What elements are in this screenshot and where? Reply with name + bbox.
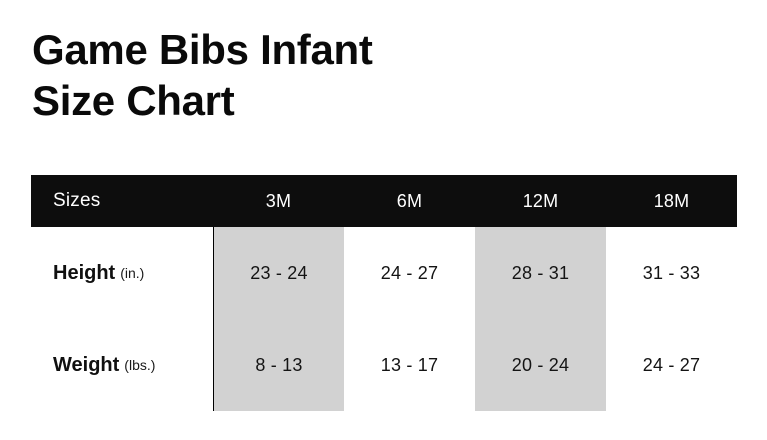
header-cell-sizes: Sizes bbox=[53, 190, 101, 211]
table-row-weight: Weight (lbs.) 8 - 13 13 - 17 20 - 24 24 … bbox=[31, 319, 737, 411]
header-cell-6m: 6M bbox=[396, 190, 423, 211]
cell-weight-18m: 24 - 27 bbox=[642, 354, 701, 375]
row-label-text: Weight bbox=[53, 353, 120, 376]
table-row-height: Height (in.) 23 - 24 24 - 27 28 - 31 31 … bbox=[31, 227, 737, 319]
cell-height-6m: 24 - 27 bbox=[380, 262, 439, 283]
cell-height-18m: 31 - 33 bbox=[642, 262, 701, 283]
size-chart-table: Sizes 3M 6M 12M 18M Height (in.) 23 - 24… bbox=[31, 175, 737, 411]
row-label-weight: Weight (lbs.) bbox=[31, 319, 213, 411]
header-cell-3m: 3M bbox=[265, 190, 292, 211]
page-title-line-1: Game Bibs Infant bbox=[32, 26, 373, 73]
page-title: Game Bibs Infant Size Chart bbox=[32, 24, 373, 126]
row-unit-text: (in.) bbox=[120, 265, 145, 281]
table-header-row: Sizes 3M 6M 12M 18M bbox=[31, 175, 737, 227]
page-title-line-2: Size Chart bbox=[32, 77, 235, 124]
row-unit-text: (lbs.) bbox=[124, 357, 156, 373]
row-label-text: Height bbox=[53, 261, 116, 284]
cell-weight-12m: 20 - 24 bbox=[475, 319, 606, 411]
header-cell-12m: 12M bbox=[522, 190, 559, 211]
cell-weight-6m: 13 - 17 bbox=[380, 354, 439, 375]
cell-height-3m: 23 - 24 bbox=[213, 227, 344, 319]
row-label-height: Height (in.) bbox=[31, 227, 213, 319]
cell-height-12m: 28 - 31 bbox=[475, 227, 606, 319]
header-cell-18m: 18M bbox=[653, 190, 690, 211]
cell-weight-3m: 8 - 13 bbox=[213, 319, 344, 411]
